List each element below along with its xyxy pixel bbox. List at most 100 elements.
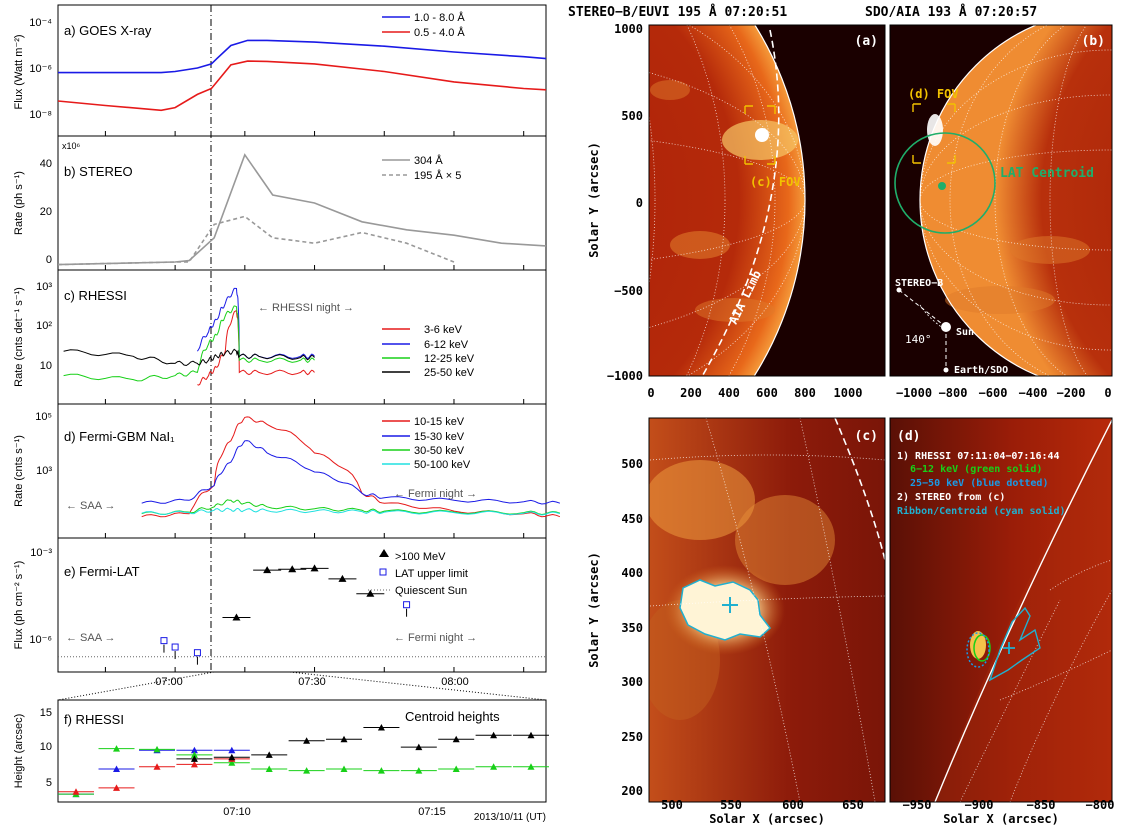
centroid-point [490, 763, 498, 770]
xtick-0715: 07:15 [418, 806, 446, 818]
legend-b-1: 304 Å [414, 154, 443, 167]
panel-f-series [58, 723, 549, 798]
lat-upper-limit-point [160, 637, 168, 645]
sun-dot [941, 322, 951, 332]
panel-e-ylabel: Flux (ph cm⁻² s⁻¹) [13, 561, 25, 650]
image-d-tag: (d) [897, 429, 920, 444]
image-a: (a) (c) FOV AIA Limb [648, 24, 886, 377]
centroid-point [153, 763, 161, 770]
panel-f-frame [57, 699, 547, 803]
d-legend-4: 2) STEREO from (c) [897, 492, 1005, 503]
d-centroid-cross [1003, 642, 1015, 654]
d-night-label: ← Fermi night → [394, 488, 477, 500]
centroid-point [340, 735, 348, 743]
aia-limb-line [701, 29, 780, 376]
fov-d-label: (d) FOV [908, 87, 959, 101]
legend-c-4: 25-50 keV [424, 367, 475, 379]
legend-c-3: 12-25 keV [424, 353, 475, 365]
c-ytick-350: 350 [621, 621, 643, 635]
cd-ylabel: Solar Y (arcsec) [587, 552, 601, 668]
fov-c-box [744, 105, 776, 165]
image-b: (b) (d) FOV LAT Centroid STEREO−B Sun Ea… [889, 24, 1113, 377]
a-xtick-400: 400 [718, 386, 740, 400]
legend-c-2: 6-12 keV [424, 339, 469, 351]
lat-detection-point [232, 613, 241, 621]
legend-e-square [379, 568, 387, 576]
panel-c-series [63, 287, 315, 386]
a-xtick-600: 600 [756, 386, 778, 400]
grid-b [919, 25, 1112, 376]
centroid-point [452, 735, 460, 743]
legend-d-3: 30-50 keV [414, 445, 465, 457]
a-ytick-3: 10⁻⁸ [29, 109, 52, 121]
b-xtick-m800: −800 [939, 386, 968, 400]
c-centroid-cross [722, 597, 738, 613]
panel-f-label: f) RHESSI [64, 712, 124, 727]
centroid-point [265, 751, 273, 758]
xtick-0700: 07:00 [155, 676, 183, 688]
c-ytick-500: 500 [621, 457, 643, 471]
a-ytick-1: 10⁻⁴ [29, 17, 52, 29]
stereo-title: STEREO−B/EUVI 195 Å 07:20:51 [568, 4, 787, 20]
centroid-point [190, 746, 198, 754]
panel-d-series [141, 416, 561, 518]
rhessi-series-4 [63, 348, 315, 367]
b-ytick-1: 40 [40, 158, 52, 170]
d-legend-3: 25−50 keV (blue dotted) [910, 478, 1048, 489]
centroid-point [190, 760, 198, 768]
b-xtick-m200: −200 [1057, 386, 1086, 400]
b-xtick-0: 0 [1104, 386, 1111, 400]
panel-a-ylabel: Flux (Watt m⁻²) [13, 34, 25, 109]
lat-detection-point [288, 565, 297, 573]
legend-b-2: 195 Å × 5 [414, 169, 461, 182]
gbm-series-1 [141, 416, 561, 518]
c-ytick-400: 400 [621, 566, 643, 580]
d-legend-5: Ribbon/Centroid (cyan solid) [897, 505, 1066, 517]
c-ytick-1: 10³ [36, 281, 52, 293]
c-plage-2 [735, 495, 835, 585]
time-axis-ticks [104, 131, 525, 672]
centroid-point [377, 767, 385, 774]
ab-ylabel: Solar Y (arcsec) [587, 142, 601, 258]
e-ytick-1: 10⁻³ [30, 547, 52, 559]
panel-b-multiplier: x10⁶ [62, 141, 81, 151]
stereo-limb [753, 25, 806, 376]
lat-detection-point [366, 589, 375, 597]
centroid-point [265, 765, 273, 773]
image-c-tag: (c) [855, 429, 878, 444]
c-ytick-3: 10 [40, 360, 52, 372]
c-xtick-650: 650 [842, 798, 864, 812]
d-xtick-m850: −850 [1027, 798, 1056, 812]
a-ytick-m500: −500 [614, 284, 643, 298]
a-ytick-0: 0 [636, 196, 643, 210]
a-ytick-m1000: −1000 [607, 369, 643, 383]
image-d-bg [890, 418, 1112, 802]
c-ribbon-contour [679, 579, 772, 641]
e-ytick-2: 10⁻⁶ [29, 634, 52, 646]
d-xtick-m900: −900 [965, 798, 994, 812]
d-saa-label: ← SAA → [66, 500, 116, 512]
centroid-point [303, 767, 311, 774]
legend-e-triangle [379, 549, 389, 557]
legend-d-2: 15-30 keV [414, 431, 465, 443]
aia-limb [919, 25, 1041, 376]
rhessi-series-3 [63, 305, 315, 382]
c-xtick-600: 600 [782, 798, 804, 812]
lat-upper-limit-point [403, 601, 411, 609]
centroid-point [527, 731, 535, 739]
image-c-frame [648, 417, 886, 803]
b-xtick-m600: −600 [979, 386, 1008, 400]
centroid-point [452, 765, 460, 773]
solar-image-panels: STEREO−B/EUVI 195 Å 07:20:51 SDO/AIA 193… [568, 4, 1114, 826]
a-xtick-1000: 1000 [834, 386, 863, 400]
centroid-point [490, 731, 498, 739]
a-xtick-800: 800 [794, 386, 816, 400]
flare-kernel-a [755, 128, 769, 142]
fov-c-label: (c) FOV [750, 175, 801, 189]
bright-patch-b1 [1010, 236, 1090, 264]
lat-centroid-dot [938, 182, 946, 190]
c-plage-1 [649, 460, 755, 540]
d-ribbon-contour [988, 606, 1041, 682]
centroid-point [113, 784, 121, 791]
lat-centroid-label: LAT Centroid [1000, 166, 1094, 181]
